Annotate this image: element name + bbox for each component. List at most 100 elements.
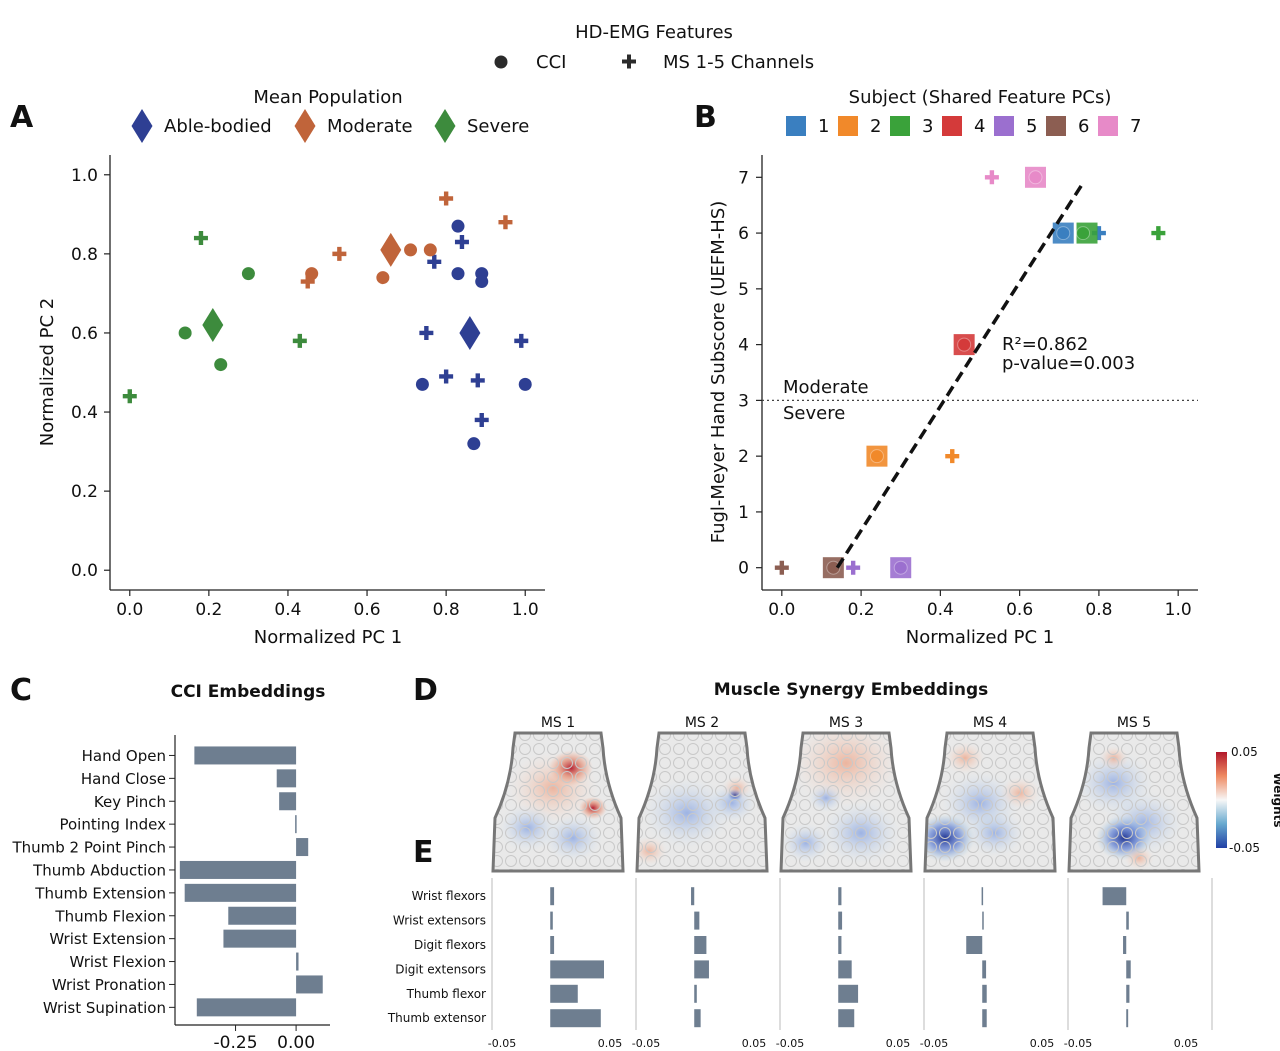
cci-point: [376, 271, 390, 285]
panel-b-moderate-label: Moderate: [783, 377, 869, 398]
panel-c-bars: CCI Embeddings Hand Open Hand Close Key Pi…: [11, 682, 330, 1051]
cci-bar: [276, 769, 297, 788]
electrode-grid: [637, 733, 767, 871]
synergy-bar: [838, 1009, 855, 1028]
legend-swatch: [1098, 116, 1118, 136]
muscle-label: Thumb extensor: [387, 1011, 486, 1025]
panel-letter-b: B: [694, 100, 717, 135]
x-tick-label: 0.4: [927, 600, 954, 620]
cci-point: [404, 243, 418, 257]
category-label: Thumb 2 Point Pinch: [11, 839, 166, 857]
category-label: Hand Open: [82, 747, 166, 765]
synergy-bar: [550, 936, 555, 954]
legend-swatch: [942, 116, 962, 136]
synergy-bar: [694, 936, 707, 954]
synergy-bar: [982, 984, 987, 1003]
x-tick-label: 0.05: [598, 1037, 623, 1050]
cci-point: [241, 267, 255, 281]
category-label: Thumb Extension: [34, 884, 166, 902]
category-label: Wrist Flexion: [70, 953, 166, 971]
x-tick-label: 0.6: [1006, 600, 1033, 620]
panel-letter-d: D: [413, 673, 438, 708]
electrode-grid: [1069, 733, 1199, 871]
ms-point: [122, 389, 137, 404]
synergy-bar: [1123, 936, 1127, 954]
legend-circle-marker: [494, 55, 508, 69]
panel-b-ylabel: Fugl-Meyer Hand Subscore (UEFM-HS): [708, 201, 729, 544]
category-label: Hand Close: [81, 770, 166, 788]
synergy-bar: [694, 911, 700, 930]
synergy-bar: [550, 984, 578, 1003]
muscle-label: Thumb flexor: [406, 987, 486, 1001]
synergy-map: [781, 733, 911, 871]
y-tick-label: 4: [738, 336, 749, 356]
cci-bar: [194, 746, 297, 765]
legend-swatch: [890, 116, 910, 136]
ms-point: [332, 246, 347, 261]
x-tick-label: -0.05: [488, 1037, 516, 1050]
y-tick-label: 0.4: [71, 403, 98, 423]
category-label: Wrist Supination: [43, 999, 166, 1017]
panel-b-xlabel: Normalized PC 1: [906, 627, 1054, 648]
panel-a-ylabel: Normalized PC 2: [37, 298, 58, 446]
synergy-bar: [966, 936, 983, 954]
y-tick-label: 1: [738, 503, 749, 523]
synergy-bar: [691, 887, 695, 906]
cci-point: [1028, 170, 1043, 185]
category-label: Key Pinch: [94, 793, 166, 811]
y-tick-label: 3: [738, 391, 749, 411]
legend-plus-marker: [622, 54, 636, 69]
x-tick-label: 0.00: [277, 1033, 315, 1051]
x-tick-label: -0.05: [920, 1037, 948, 1050]
muscle-label: Wrist flexors: [412, 889, 486, 903]
electrode-grid: [925, 733, 1055, 871]
cci-bar: [184, 883, 297, 902]
panel-b-legend: 1 2 3 4 5 6 7: [786, 116, 1141, 137]
y-tick-label: 5: [738, 280, 749, 300]
legend-swatch: [994, 116, 1014, 136]
synergy-bar: [550, 960, 604, 979]
cci-bar: [296, 838, 309, 857]
synergy-bar: [838, 911, 843, 930]
panel-a-xlabel: Normalized PC 1: [254, 627, 402, 648]
x-tick-label: 0.05: [886, 1037, 911, 1050]
cci-point: [415, 377, 429, 391]
x-tick-label: 0.8: [433, 600, 460, 620]
legend-label: 4: [974, 116, 985, 137]
legend-label: Able-bodied: [164, 116, 272, 137]
synergy-bar: [1126, 960, 1131, 979]
x-tick-label: 0.2: [848, 600, 875, 620]
ms-point: [439, 191, 454, 206]
synergy-bar: [694, 1009, 701, 1028]
cci-point: [451, 267, 465, 281]
electrode-grid: [781, 733, 911, 871]
x-tick-label: 0.0: [768, 600, 795, 620]
map-outline: [635, 731, 769, 873]
map-outline: [491, 731, 625, 873]
ms-point: [984, 170, 999, 185]
synergy-bar: [1102, 887, 1127, 906]
synergy-map: [637, 733, 767, 871]
colorbar-label: Weights: [1271, 772, 1280, 827]
panel-b-r2: R²=0.862: [1002, 334, 1088, 355]
cci-point: [423, 243, 437, 257]
synergy-map: [925, 733, 1055, 871]
y-tick-label: 0.2: [71, 482, 98, 502]
x-tick-label: -0.05: [632, 1037, 660, 1050]
legend-label: Severe: [467, 116, 529, 137]
panel-d-map-group: MS 1 MS 2 MS 3 MS 4 MS 5: [491, 715, 1201, 873]
mean-diamond: [202, 308, 224, 343]
cci-bar: [296, 975, 323, 994]
cci-point: [178, 326, 192, 340]
cci-point: [869, 449, 884, 464]
top-legend-cci: CCI: [536, 52, 566, 73]
legend-label: 7: [1130, 116, 1141, 137]
synergy-bar: [1126, 1009, 1129, 1028]
cci-point: [451, 219, 465, 233]
legend-swatch: [838, 116, 858, 136]
category-label: Pointing Index: [59, 816, 166, 834]
panel-letter-e: E: [413, 835, 434, 870]
panel-b-legend-title: Subject (Shared Feature PCs): [849, 87, 1112, 108]
ms-point: [439, 369, 454, 384]
